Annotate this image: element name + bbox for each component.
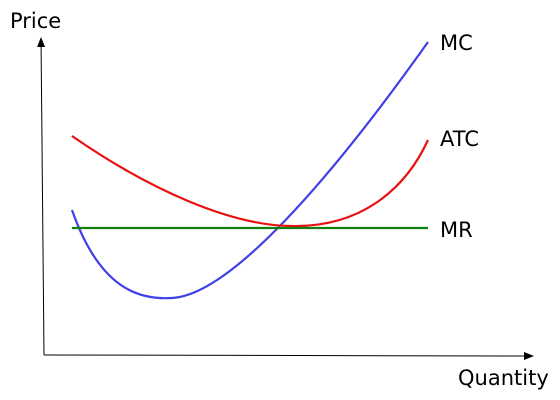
- y-axis-label: Price: [10, 9, 61, 33]
- curve-label: MR: [440, 218, 473, 242]
- y-axis: [37, 37, 46, 356]
- mc-curve: [70, 41, 429, 300]
- curve-label: ATC: [440, 127, 479, 151]
- x-axis: [43, 351, 534, 360]
- curve-label: MC: [440, 31, 473, 55]
- atc-curve: [71, 135, 429, 228]
- x-axis-label: Quantity: [458, 366, 549, 390]
